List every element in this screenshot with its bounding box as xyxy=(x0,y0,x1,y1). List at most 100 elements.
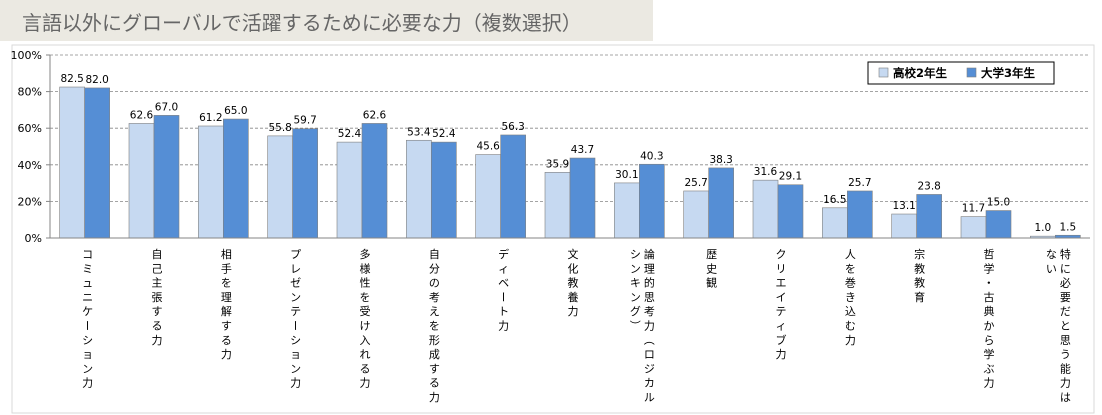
svg-text:教: 教 xyxy=(914,262,925,275)
data-label-series-1: 53.4 xyxy=(407,126,431,138)
svg-text:力: 力 xyxy=(82,377,93,390)
svg-text:哲: 哲 xyxy=(984,248,995,261)
y-tick-label: 20% xyxy=(18,195,42,208)
data-label-series-2: 29.1 xyxy=(779,171,802,183)
bar-series-2 xyxy=(985,210,1012,239)
y-tick-label: 60% xyxy=(18,122,42,135)
svg-text:考: 考 xyxy=(644,305,655,318)
bar-series-2 xyxy=(777,184,804,239)
bar-series-1 xyxy=(752,179,779,239)
svg-text:力: 力 xyxy=(290,377,301,390)
bar-series-2 xyxy=(84,87,110,239)
data-label-series-2: 59.7 xyxy=(293,115,316,127)
svg-text:性: 性 xyxy=(360,276,371,290)
data-label-series-1: 16.5 xyxy=(823,194,846,206)
svg-text:自: 自 xyxy=(429,248,440,261)
svg-text:か: か xyxy=(984,320,995,333)
svg-text:様: 様 xyxy=(360,261,371,275)
data-label-series-2: 65.0 xyxy=(224,105,247,117)
svg-text:ロ: ロ xyxy=(644,348,655,361)
data-label-series-1: 30.1 xyxy=(615,169,638,181)
bar-series-2 xyxy=(847,190,873,239)
bar-series-1 xyxy=(128,123,155,239)
svg-text:る: る xyxy=(360,362,371,375)
svg-text:解: 解 xyxy=(221,304,232,318)
svg-text:る: る xyxy=(221,334,232,347)
bar-series-2 xyxy=(916,194,942,239)
svg-text:ベ: ベ xyxy=(498,277,509,290)
svg-text:デ: デ xyxy=(498,247,509,261)
svg-text:ー: ー xyxy=(289,320,302,331)
svg-text:ン: ン xyxy=(82,362,93,375)
svg-text:主: 主 xyxy=(152,277,163,290)
data-label-series-2: 15.0 xyxy=(987,197,1010,209)
svg-text:歴: 歴 xyxy=(706,248,717,261)
svg-text:だ: だ xyxy=(1060,305,1071,318)
data-label-series-2: 40.3 xyxy=(640,150,663,162)
svg-text:化: 化 xyxy=(568,261,579,275)
svg-text:思: 思 xyxy=(644,291,655,304)
svg-text:る: る xyxy=(152,320,163,333)
svg-text:力: 力 xyxy=(568,305,579,318)
data-label-series-1: 52.4 xyxy=(338,128,362,140)
svg-text:成: 成 xyxy=(429,348,440,361)
svg-text:能: 能 xyxy=(1060,361,1071,375)
svg-text:ン: ン xyxy=(290,291,301,304)
svg-text:力: 力 xyxy=(984,377,995,390)
bar-series-1 xyxy=(544,172,571,239)
svg-text:ブ: ブ xyxy=(776,333,787,347)
svg-text:多: 多 xyxy=(360,247,371,261)
svg-text:（: （ xyxy=(642,334,655,345)
data-label-series-1: 1.0 xyxy=(1034,222,1051,234)
svg-text:を: を xyxy=(429,320,440,333)
svg-text:論: 論 xyxy=(644,247,655,261)
bar-series-2 xyxy=(431,141,457,239)
svg-text:受: 受 xyxy=(360,305,371,318)
data-label-series-2: 62.6 xyxy=(363,109,387,121)
svg-text:ィ: ィ xyxy=(776,320,787,333)
svg-text:力: 力 xyxy=(221,348,232,361)
svg-text:典: 典 xyxy=(984,304,995,318)
data-label-series-2: 23.8 xyxy=(917,180,940,192)
svg-text:思: 思 xyxy=(1060,334,1071,347)
chart-title: 言語以外にグローバルで活躍するために必要な力（複数選択） xyxy=(22,11,582,35)
bar-series-1 xyxy=(406,139,432,239)
svg-text:グ: グ xyxy=(630,304,641,318)
svg-text:要: 要 xyxy=(1060,291,1071,304)
svg-text:学: 学 xyxy=(984,261,995,275)
bar-series-2 xyxy=(361,123,388,239)
svg-text:養: 養 xyxy=(568,290,579,304)
svg-text:す: す xyxy=(429,362,440,375)
svg-text:ニ: ニ xyxy=(82,291,93,304)
svg-text:に: に xyxy=(1060,262,1071,275)
chart-area-border xyxy=(11,44,1095,414)
legend-swatch-series-1 xyxy=(878,67,889,78)
svg-text:ー: ー xyxy=(497,291,510,302)
svg-text:ン: ン xyxy=(630,291,641,304)
svg-text:宗: 宗 xyxy=(914,247,925,261)
data-label-series-2: 52.4 xyxy=(432,128,456,140)
svg-text:イ: イ xyxy=(776,291,787,304)
svg-text:は: は xyxy=(1060,391,1071,404)
svg-text:コ: コ xyxy=(82,248,93,261)
svg-text:と: と xyxy=(1060,320,1071,333)
svg-text:育: 育 xyxy=(914,290,925,304)
data-label-series-2: 82.0 xyxy=(85,74,108,86)
data-label-series-1: 35.9 xyxy=(546,158,569,170)
svg-text:ク: ク xyxy=(776,248,787,261)
bar-series-1 xyxy=(198,125,224,239)
svg-text:シ: シ xyxy=(290,334,301,347)
svg-text:ル: ル xyxy=(644,391,655,404)
svg-text:き: き xyxy=(845,291,856,304)
svg-text:力: 力 xyxy=(776,348,787,361)
data-label-series-1: 25.7 xyxy=(684,177,707,189)
svg-text:理: 理 xyxy=(221,291,232,304)
